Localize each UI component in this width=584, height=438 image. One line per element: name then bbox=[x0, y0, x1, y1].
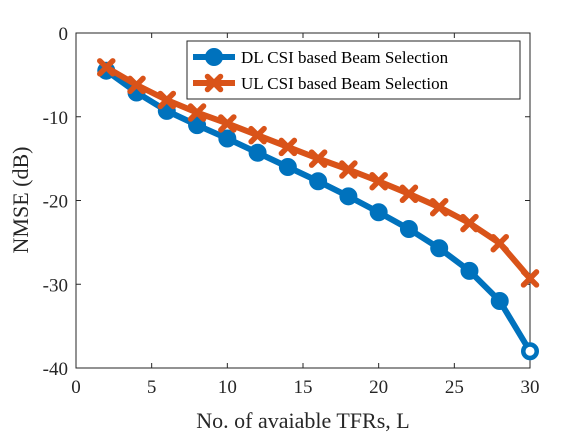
series-2-point bbox=[339, 160, 358, 179]
axis-ticks: 0 5 10 15 20 25 30 0 -10 -20 -30 -40 bbox=[43, 24, 540, 398]
x-tick-label: 30 bbox=[521, 377, 540, 398]
legend-entry-1: DL CSI based Beam Selection bbox=[193, 48, 449, 67]
x-axis-label: No. of avaiable TFRs, L bbox=[196, 408, 409, 433]
series-2-point bbox=[97, 58, 116, 77]
series-2 bbox=[97, 58, 540, 288]
series-2-point bbox=[308, 149, 328, 168]
x-tick-label: 20 bbox=[369, 377, 388, 398]
legend-label: UL CSI based Beam Selection bbox=[241, 74, 449, 93]
series-1-point bbox=[309, 172, 328, 191]
y-tick-label: -30 bbox=[43, 275, 68, 296]
series-1-point bbox=[278, 158, 297, 176]
series-2-point bbox=[218, 114, 237, 133]
series-1-point bbox=[490, 292, 509, 310]
series-1-point bbox=[399, 219, 418, 238]
series-2-point bbox=[278, 137, 298, 157]
series-2-point bbox=[429, 197, 449, 217]
series-layer bbox=[97, 58, 540, 361]
series-2-point bbox=[248, 125, 267, 145]
legend: DL CSI based Beam Selection UL CSI based … bbox=[186, 40, 521, 100]
series-2-point bbox=[157, 90, 177, 110]
series-1-point bbox=[430, 239, 449, 258]
series-1-point bbox=[369, 203, 388, 222]
y-tick-label: -20 bbox=[43, 192, 68, 213]
series-2-point bbox=[127, 75, 146, 95]
x-tick-label: 10 bbox=[218, 377, 237, 398]
series-1-end-highlight bbox=[525, 346, 535, 356]
x-tick-label: 5 bbox=[147, 377, 157, 398]
series-2-point bbox=[520, 269, 540, 288]
y-tick-label: -10 bbox=[43, 108, 68, 129]
x-tick-label: 15 bbox=[294, 377, 313, 398]
y-tick-label: -40 bbox=[43, 359, 68, 380]
legend-marker bbox=[205, 48, 223, 66]
series-1-point bbox=[188, 116, 207, 135]
series-2-point bbox=[490, 233, 509, 253]
x-tick-label: 25 bbox=[445, 377, 464, 398]
series-2-point bbox=[187, 103, 207, 122]
legend-marker bbox=[204, 73, 224, 93]
y-axis-label: NMSE (dB) bbox=[8, 147, 33, 254]
legend-label: DL CSI based Beam Selection bbox=[241, 48, 449, 67]
series-1-point bbox=[218, 129, 237, 148]
series-1-point bbox=[460, 261, 479, 280]
legend-box bbox=[186, 40, 521, 100]
series-2-point bbox=[460, 213, 479, 233]
legend-entry-2: UL CSI based Beam Selection bbox=[193, 73, 449, 93]
series-2-point bbox=[399, 184, 419, 204]
series-2-point bbox=[369, 171, 388, 191]
x-tick-label: 0 bbox=[71, 377, 81, 398]
series-1-point bbox=[248, 143, 267, 162]
y-tick-label: 0 bbox=[59, 24, 69, 45]
series-1-point bbox=[339, 187, 358, 206]
